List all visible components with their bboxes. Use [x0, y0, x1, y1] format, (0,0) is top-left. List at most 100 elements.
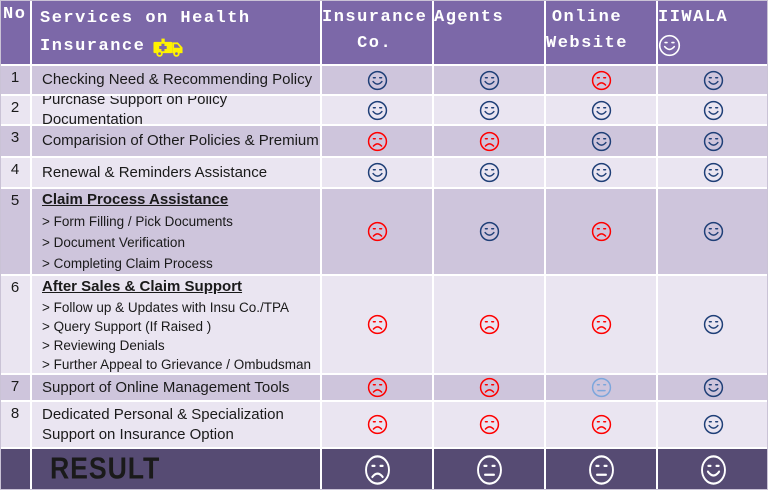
row-number: 5 — [0, 189, 32, 274]
face-icon — [367, 162, 388, 183]
face-icon — [367, 377, 388, 398]
service-title-cell: Support of Online Management Tools — [32, 375, 322, 400]
face-icon — [591, 162, 612, 183]
face-icon — [367, 314, 388, 335]
face-icon — [479, 314, 500, 335]
rating-cell-online-website — [546, 375, 658, 400]
rating-cell-insurance-co — [322, 276, 434, 373]
rating-cell-agents — [434, 276, 546, 373]
header-col-iiwala: IIWALA — [658, 0, 768, 64]
face-icon — [591, 414, 612, 435]
rating-cell-agents — [434, 66, 546, 94]
face-icon — [703, 162, 724, 183]
service-row-5: 5 Claim Process Assistance > Form Fillin… — [0, 189, 768, 276]
face-icon — [479, 131, 500, 152]
result-cell-online-website — [546, 449, 658, 490]
rating-cell-online-website — [546, 126, 658, 156]
face-icon — [367, 414, 388, 435]
service-title-cell: Purchase Support on Policy Documentation — [32, 96, 322, 124]
face-icon — [591, 70, 612, 91]
service-subitem: > Follow up & Updates with Insu Co./TPA — [42, 299, 289, 315]
row-number-label: 8 — [10, 405, 20, 422]
rating-cell-agents — [434, 126, 546, 156]
service-row-8: 8 Dedicated Personal & Specialization Su… — [0, 402, 768, 449]
service-title-cell: Dedicated Personal & Specialization Supp… — [32, 402, 322, 447]
face-icon — [479, 414, 500, 435]
result-face-icon — [364, 454, 391, 486]
result-label: RESULT — [50, 452, 161, 486]
header-col-agents: Agents — [434, 0, 546, 64]
service-title: After Sales & Claim Support — [42, 277, 243, 295]
ambulance-icon — [153, 38, 183, 57]
service-subitem: > Completing Claim Process — [42, 256, 213, 271]
face-icon — [479, 377, 500, 398]
service-subitem: > Form Filling / Pick Documents — [42, 214, 233, 229]
rating-cell-online-website — [546, 189, 658, 274]
face-icon — [703, 414, 724, 435]
header-col-online-website-label: Online Website — [546, 8, 628, 53]
result-cell-agents — [434, 449, 546, 490]
face-icon — [479, 221, 500, 242]
service-row-2: 2 Purchase Support on Policy Documentati… — [0, 96, 768, 126]
rating-cell-insurance-co — [322, 375, 434, 400]
face-icon — [479, 162, 500, 183]
result-face-icon — [476, 454, 503, 486]
rating-cell-insurance-co — [322, 158, 434, 187]
service-subitem: > Further Appeal to Grievance / Ombudsma… — [42, 356, 312, 372]
row-number: 3 — [0, 126, 32, 156]
rating-cell-agents — [434, 402, 546, 447]
rating-cell-iiwala — [658, 189, 768, 274]
row-number: 7 — [0, 375, 32, 400]
row-number-label: 5 — [10, 192, 20, 209]
result-row: RESULT — [0, 449, 768, 490]
service-row-1: 1 Checking Need & Recommending Policy — [0, 66, 768, 96]
face-icon — [367, 100, 388, 121]
face-icon — [367, 221, 388, 242]
service-subitem: > Document Verification — [42, 235, 185, 250]
face-icon — [703, 131, 724, 152]
result-empty-cell — [0, 449, 32, 490]
rating-cell-iiwala — [658, 66, 768, 94]
header-col-insurance-co-label: Insurance Co. — [322, 8, 428, 53]
service-title: Claim Process Assistance — [42, 191, 229, 208]
face-icon — [703, 314, 724, 335]
rating-cell-insurance-co — [322, 96, 434, 124]
result-label-cell: RESULT — [32, 449, 322, 490]
service-title-cell: Comparision of Other Policies & Premium — [32, 126, 322, 156]
result-face-icon — [700, 454, 727, 486]
row-number: 1 — [0, 66, 32, 94]
header-col-iiwala-label: IIWALA — [658, 8, 729, 27]
header-cell-no: No — [0, 0, 32, 64]
face-icon — [367, 131, 388, 152]
rating-cell-online-website — [546, 276, 658, 373]
rating-cell-online-website — [546, 402, 658, 447]
rating-cell-online-website — [546, 158, 658, 187]
service-title: Comparision of Other Policies & Premium — [42, 132, 319, 149]
header-services-line1: Services on Health — [40, 9, 251, 28]
rating-cell-insurance-co — [322, 126, 434, 156]
service-subitem: > Reviewing Denials — [42, 337, 165, 353]
header-cell-services: Services on Health Insurance — [32, 0, 322, 64]
face-icon — [703, 100, 724, 121]
row-number-label: 6 — [10, 279, 20, 296]
service-title: Renewal & Reminders Assistance — [42, 163, 268, 181]
row-number-label: 3 — [10, 129, 20, 146]
face-icon — [591, 100, 612, 121]
header-col-insurance-co: Insurance Co. — [322, 0, 434, 64]
result-cell-iiwala — [658, 449, 768, 490]
header-col-online-website: Online Website — [546, 0, 658, 64]
service-row-6: 6 After Sales & Claim Support > Follow u… — [0, 276, 768, 375]
rating-cell-agents — [434, 189, 546, 274]
iiwala-smiley-icon — [658, 34, 681, 57]
rating-cell-insurance-co — [322, 402, 434, 447]
face-icon — [591, 314, 612, 335]
header-row: No Services on Health Insurance — [0, 0, 768, 66]
rating-cell-agents — [434, 96, 546, 124]
row-number-label: 7 — [10, 378, 20, 395]
rating-cell-iiwala — [658, 276, 768, 373]
rating-cell-iiwala — [658, 126, 768, 156]
service-title-cell: Claim Process Assistance > Form Filling … — [32, 189, 322, 274]
face-icon — [703, 70, 724, 91]
service-row-3: 3 Comparision of Other Policies & Premiu… — [0, 126, 768, 158]
